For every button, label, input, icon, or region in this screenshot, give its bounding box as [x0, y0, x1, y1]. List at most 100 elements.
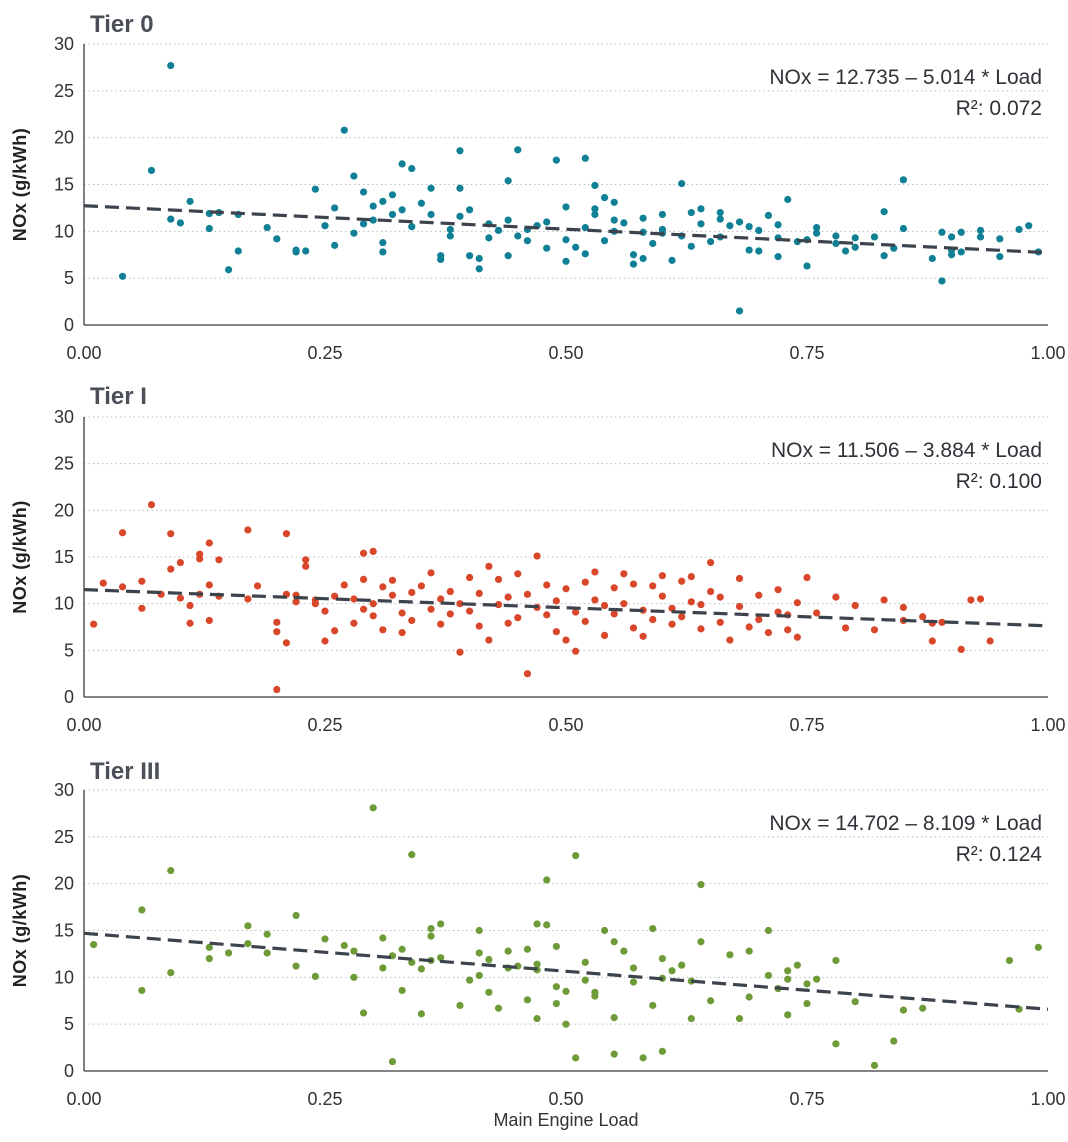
data-point [851, 243, 859, 251]
data-point [437, 620, 445, 628]
data-point [658, 225, 667, 234]
data-point [572, 647, 580, 655]
scatter-series [90, 804, 1042, 1069]
data-point [832, 239, 840, 248]
x-tick-label: 1.00 [1030, 1089, 1065, 1109]
data-point [446, 587, 454, 596]
data-point [475, 949, 483, 957]
data-point [147, 166, 156, 175]
data-point [764, 926, 773, 935]
data-point [167, 530, 175, 538]
data-point [475, 622, 483, 630]
data-point [649, 615, 657, 624]
data-point [764, 211, 773, 220]
data-point [321, 637, 329, 645]
data-point [427, 184, 435, 192]
data-point [687, 1014, 695, 1023]
data-point [263, 223, 271, 232]
data-point [639, 632, 647, 640]
data-point [687, 598, 695, 606]
data-point [813, 609, 821, 617]
data-point [456, 212, 464, 220]
data-point [764, 971, 773, 980]
data-point [919, 1004, 927, 1012]
data-point [707, 997, 715, 1005]
data-point [658, 1047, 667, 1055]
data-point [244, 526, 252, 534]
data-point [225, 266, 233, 274]
data-point [793, 961, 801, 969]
data-point [331, 204, 339, 212]
data-point [321, 222, 329, 230]
data-point [273, 618, 281, 626]
data-point [986, 637, 994, 645]
data-point [899, 603, 908, 612]
y-tick-label: 25 [54, 81, 74, 101]
data-point [784, 975, 792, 983]
data-point [620, 219, 628, 227]
data-point [572, 608, 580, 616]
data-point [359, 188, 368, 196]
data-point [745, 947, 753, 955]
data-point [610, 216, 618, 224]
x-tick-label: 0.25 [307, 1089, 342, 1109]
data-point [948, 233, 956, 241]
data-point [620, 947, 628, 955]
data-point [678, 961, 686, 969]
data-point [244, 595, 252, 603]
data-point [668, 967, 676, 975]
data-point [147, 501, 156, 509]
data-point [331, 627, 339, 635]
data-point [456, 1001, 464, 1010]
data-point [282, 530, 291, 538]
data-point [620, 570, 628, 578]
data-point [919, 613, 927, 621]
data-point [311, 185, 319, 193]
y-tick-label: 20 [54, 500, 74, 520]
chart-title: Tier III [90, 758, 160, 785]
data-point [379, 248, 387, 256]
trendline-equation: NOx = 12.735 – 5.014 * Load [769, 66, 1042, 89]
y-tick-label: 0 [64, 1061, 74, 1081]
data-point [899, 224, 908, 233]
data-point [562, 203, 570, 211]
y-tick-label: 10 [54, 967, 74, 987]
x-axis-title: Main Engine Load [493, 1110, 638, 1130]
data-point [398, 609, 406, 617]
data-point [90, 940, 98, 949]
data-point [591, 210, 599, 219]
data-point [523, 237, 532, 245]
data-point [996, 235, 1004, 243]
data-point [793, 599, 801, 607]
data-point [456, 184, 464, 192]
data-point [668, 256, 676, 264]
data-point [437, 954, 445, 962]
x-tick-label: 1.00 [1030, 715, 1065, 735]
data-point [658, 210, 667, 219]
data-point [552, 628, 560, 636]
data-point [379, 964, 387, 972]
data-point [687, 209, 695, 217]
data-point [533, 920, 541, 928]
data-point [417, 199, 425, 207]
data-point [591, 992, 599, 1000]
data-point [629, 580, 638, 588]
data-point [273, 685, 281, 694]
x-tick-label: 0.25 [307, 715, 342, 735]
data-point [340, 581, 348, 589]
data-point [523, 590, 532, 598]
data-point [610, 938, 618, 946]
chart-panel-1: Tier I 0 5 10 15 20 25 30 0.00 0.25 0.50 0.75 1.00 NO… [10, 383, 1066, 735]
data-point [591, 568, 599, 576]
data-point [437, 920, 445, 928]
data-point [774, 586, 782, 594]
data-point [649, 582, 657, 590]
data-point [99, 579, 107, 587]
data-point [475, 926, 483, 935]
data-point [167, 565, 175, 573]
data-point [369, 216, 377, 224]
data-point [716, 593, 724, 601]
data-point [205, 539, 213, 547]
data-point [302, 556, 310, 564]
y-tick-label: 10 [54, 594, 74, 614]
